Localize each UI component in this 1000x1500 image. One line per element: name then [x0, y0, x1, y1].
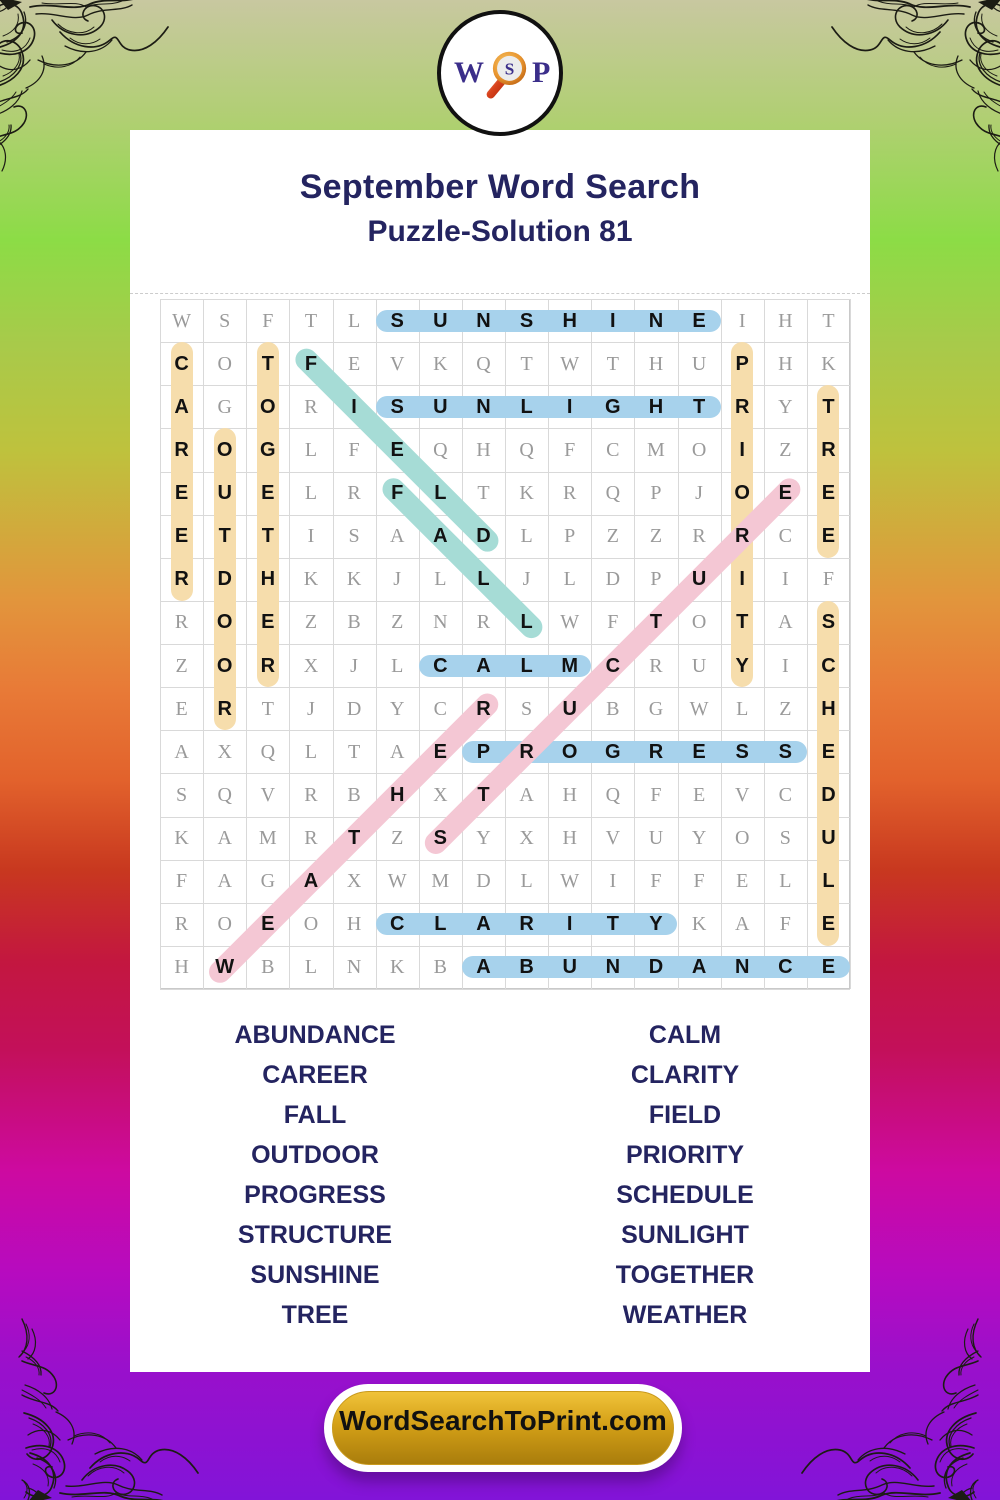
svg-text:S: S: [505, 60, 515, 79]
